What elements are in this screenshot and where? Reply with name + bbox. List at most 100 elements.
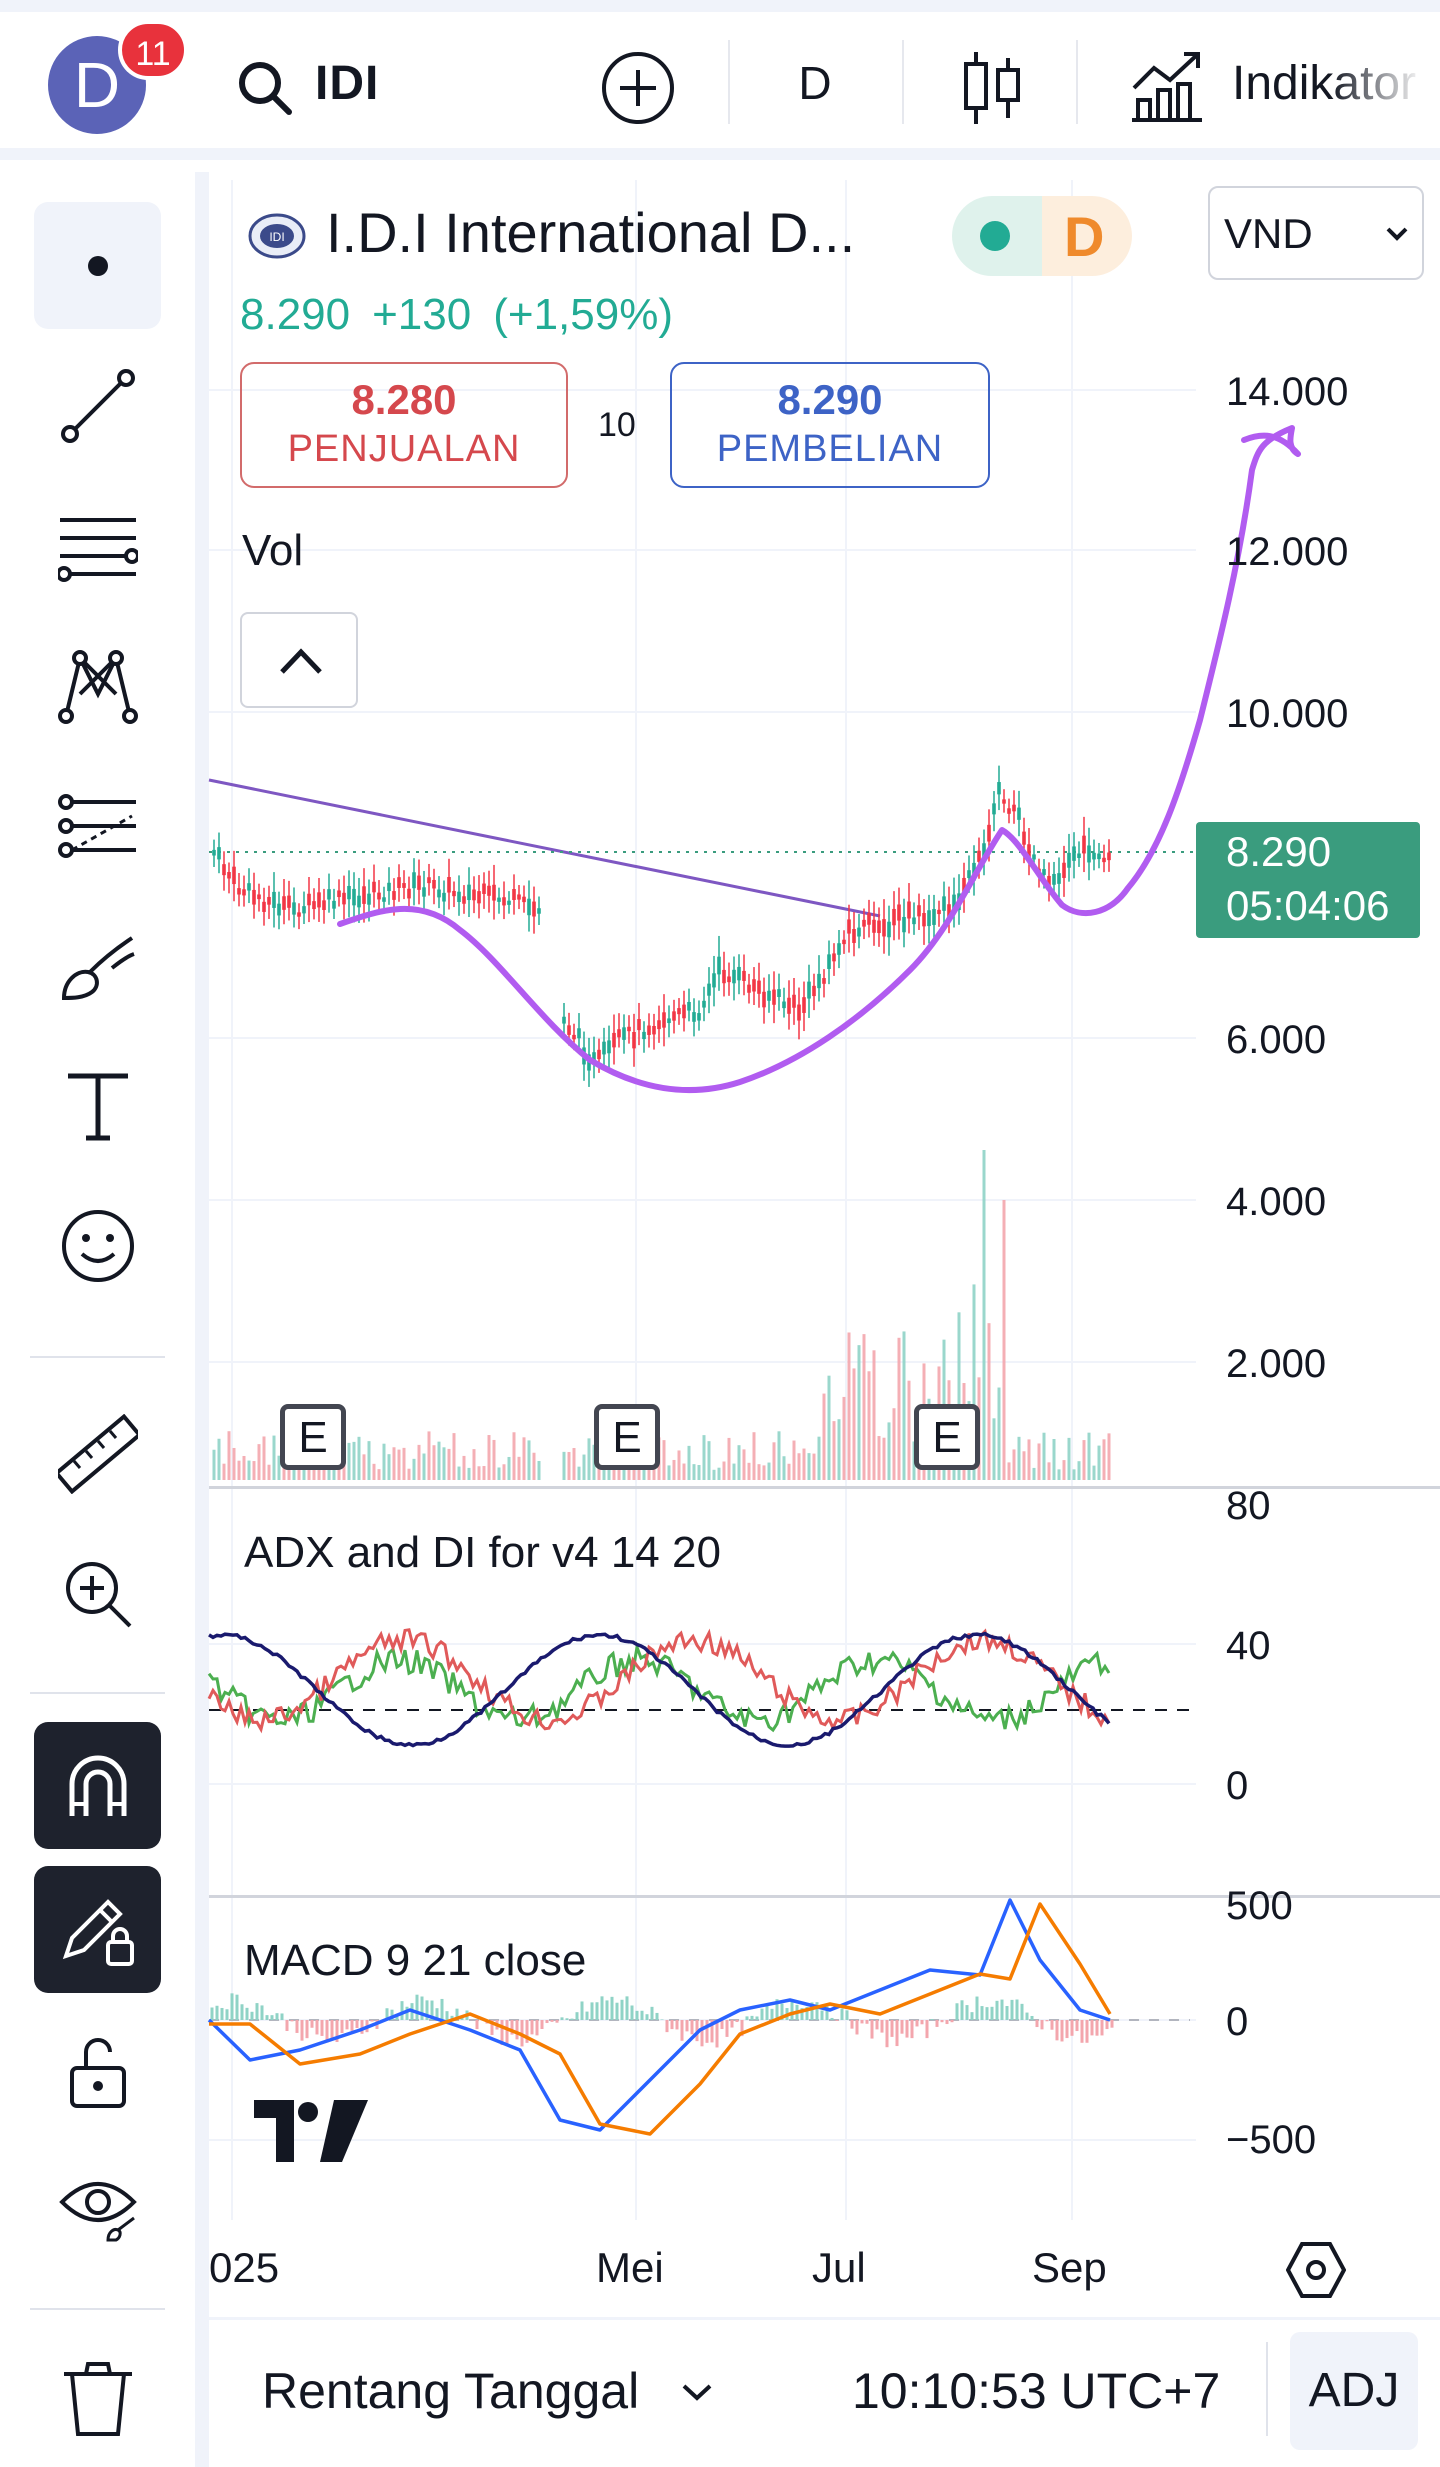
macd-histogram-bar bbox=[300, 2020, 304, 2041]
macd-histogram-bar bbox=[770, 2008, 774, 2020]
macd-histogram-bar bbox=[840, 2008, 844, 2020]
candle-body bbox=[562, 1016, 566, 1024]
earnings-marker[interactable]: E bbox=[594, 1404, 660, 1470]
macd-histogram-bar bbox=[725, 2020, 729, 2037]
macd-histogram-bar bbox=[870, 2020, 874, 2039]
pattern-tool[interactable] bbox=[34, 622, 161, 749]
drawing-toolbar bbox=[0, 172, 195, 2467]
candle-body bbox=[812, 985, 816, 997]
fib-tool[interactable] bbox=[34, 482, 161, 609]
toolbar-divider bbox=[30, 1356, 165, 1358]
earnings-marker[interactable]: E bbox=[914, 1404, 980, 1470]
volume-bar bbox=[727, 1437, 731, 1480]
currency-select[interactable]: VND bbox=[1208, 186, 1424, 280]
chevron-down-icon[interactable] bbox=[680, 2380, 714, 2404]
tradingview-logo-icon[interactable] bbox=[254, 2100, 368, 2162]
candle-body bbox=[707, 983, 711, 996]
text-tool[interactable] bbox=[34, 1042, 161, 1169]
volume-bar bbox=[1007, 1462, 1011, 1480]
macd-histogram-bar bbox=[645, 2014, 649, 2020]
zoom-tool[interactable] bbox=[34, 1530, 161, 1657]
macd-histogram-bar bbox=[350, 2020, 354, 2031]
volume-bar bbox=[1062, 1460, 1066, 1480]
candles-icon[interactable] bbox=[960, 48, 1024, 128]
macd-histogram-bar bbox=[575, 2012, 579, 2020]
trendline-drawing[interactable] bbox=[208, 778, 881, 918]
indicators-icon[interactable] bbox=[1130, 48, 1204, 122]
trend-line-tool[interactable] bbox=[34, 342, 161, 469]
candle-body bbox=[992, 803, 996, 815]
symbol-search[interactable]: IDI bbox=[315, 57, 380, 110]
candle-body bbox=[472, 889, 476, 901]
macd-histogram-bar bbox=[475, 2020, 479, 2030]
candle-body bbox=[457, 891, 461, 903]
candle-body bbox=[852, 929, 856, 943]
search-icon[interactable] bbox=[235, 58, 295, 118]
di-plus-line bbox=[207, 1641, 1111, 1733]
brush-tool[interactable] bbox=[34, 902, 161, 1029]
stay-drawing-tool[interactable] bbox=[34, 1866, 161, 1993]
lock-drawing-icon bbox=[62, 1899, 134, 1966]
macd-title[interactable]: MACD 9 21 close bbox=[244, 1936, 587, 1985]
lock-all-tool[interactable] bbox=[34, 2006, 161, 2133]
volume-bar bbox=[612, 1469, 616, 1480]
delete-tool[interactable] bbox=[34, 2334, 161, 2461]
candle-body bbox=[1002, 799, 1006, 804]
chart-area[interactable] bbox=[209, 172, 1440, 2317]
macd-histogram-bar bbox=[355, 2020, 359, 2028]
compare-add-icon[interactable] bbox=[600, 50, 676, 126]
volume-bar bbox=[1082, 1440, 1086, 1480]
pane-separator[interactable] bbox=[209, 1486, 1440, 1489]
candle-body bbox=[952, 894, 956, 912]
pane-separator[interactable] bbox=[209, 1895, 1440, 1898]
timezone-clock[interactable]: 10:10:53 UTC+7 bbox=[852, 2363, 1221, 2419]
buy-button[interactable]: 8.290 PEMBELIAN bbox=[670, 362, 990, 488]
volume-legend[interactable]: Vol bbox=[242, 526, 304, 575]
macd-histogram-bar bbox=[295, 2020, 299, 2033]
volume-bar bbox=[1017, 1436, 1021, 1480]
interval-button[interactable]: D bbox=[798, 57, 832, 109]
candle-body bbox=[292, 902, 296, 915]
volume-bar bbox=[897, 1337, 901, 1480]
candle-body bbox=[1062, 862, 1066, 878]
cursor-tool[interactable] bbox=[34, 202, 161, 329]
candle-body bbox=[877, 920, 881, 934]
bottom-bar bbox=[209, 2317, 1440, 2467]
volume-bar bbox=[1012, 1449, 1016, 1480]
sell-button[interactable]: 8.280 PENJUALAN bbox=[240, 362, 568, 488]
volume-bar bbox=[572, 1448, 576, 1480]
macd-histogram-bar bbox=[1000, 1999, 1004, 2020]
volume-bar bbox=[817, 1436, 821, 1480]
earnings-marker[interactable]: E bbox=[280, 1404, 346, 1470]
collapse-legend-button[interactable] bbox=[240, 612, 358, 708]
candle-body bbox=[912, 917, 916, 925]
candle-body bbox=[332, 900, 336, 909]
adjustment-toggle[interactable]: ADJ bbox=[1290, 2332, 1418, 2450]
candle-body bbox=[892, 908, 896, 926]
macd-histogram-bar bbox=[750, 2015, 754, 2020]
macd-histogram-bar bbox=[555, 2020, 559, 2023]
volume-bar bbox=[832, 1421, 836, 1480]
macd-histogram-bar bbox=[345, 2020, 349, 2030]
price-axis-label: 6.000 bbox=[1226, 1018, 1327, 1062]
overflow-fade bbox=[1330, 30, 1440, 130]
market-status[interactable]: D bbox=[952, 196, 1132, 276]
cup-handle-drawing[interactable] bbox=[337, 425, 1301, 1094]
symbol-title[interactable]: I.D.I International D... bbox=[326, 201, 856, 264]
emoji-tool[interactable] bbox=[34, 1182, 161, 1309]
chart-settings-icon[interactable] bbox=[1286, 2240, 1346, 2300]
candle-body bbox=[1107, 852, 1111, 861]
volume-bar bbox=[1092, 1465, 1096, 1480]
macd-histogram-bar bbox=[235, 1994, 239, 2020]
macd-histogram-bar bbox=[370, 2020, 374, 2022]
magnet-tool[interactable] bbox=[34, 1722, 161, 1849]
projection-tool[interactable] bbox=[34, 762, 161, 889]
ruler-tool[interactable] bbox=[34, 1390, 161, 1517]
adx-title[interactable]: ADX and DI for v4 14 20 bbox=[244, 1528, 721, 1577]
macd-histogram-bar bbox=[755, 2016, 759, 2020]
hide-drawings-tool[interactable] bbox=[34, 2142, 161, 2269]
volume-bar bbox=[902, 1331, 906, 1480]
date-range-button[interactable]: Rentang Tanggal bbox=[262, 2363, 640, 2419]
volume-bar bbox=[577, 1466, 581, 1480]
